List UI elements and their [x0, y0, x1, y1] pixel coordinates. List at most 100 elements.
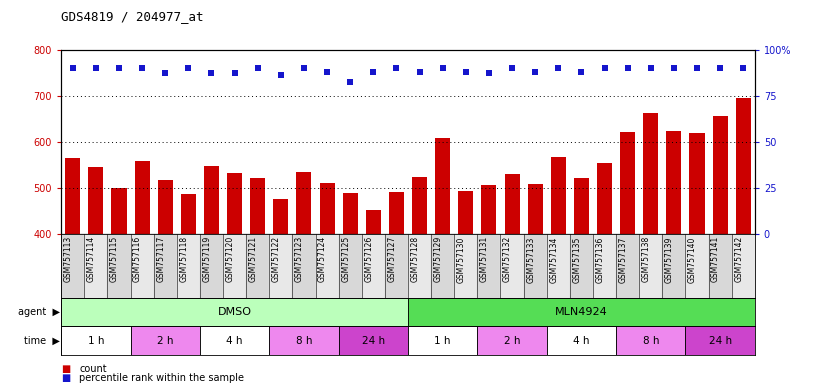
Text: ■: ■ [61, 364, 70, 374]
Text: GSM757131: GSM757131 [480, 236, 489, 282]
Bar [61, 298, 408, 326]
Bar [157, 180, 173, 234]
Bar [135, 161, 149, 234]
Bar [84, 234, 108, 298]
Text: GSM757129: GSM757129 [433, 236, 442, 282]
Bar [477, 326, 547, 355]
Point [737, 65, 750, 71]
Text: DMSO: DMSO [218, 307, 251, 317]
Bar [88, 167, 104, 234]
Text: GSM757138: GSM757138 [641, 236, 651, 282]
Point [158, 70, 171, 76]
Text: 2 h: 2 h [503, 336, 521, 346]
Bar [361, 234, 385, 298]
Text: ■: ■ [61, 373, 70, 383]
Point [228, 70, 242, 76]
Text: GSM757114: GSM757114 [86, 236, 96, 282]
Text: GSM757126: GSM757126 [364, 236, 373, 282]
Text: GSM757136: GSM757136 [596, 236, 605, 283]
Text: GSM757122: GSM757122 [272, 236, 281, 282]
Bar [616, 234, 639, 298]
Point [436, 65, 449, 71]
Text: 24 h: 24 h [708, 336, 732, 346]
Text: GSM757113: GSM757113 [64, 236, 73, 282]
Text: GSM757135: GSM757135 [572, 236, 582, 283]
Point [574, 69, 588, 75]
Point [321, 69, 334, 75]
Text: GSM757118: GSM757118 [180, 236, 188, 282]
Bar [181, 194, 196, 234]
Bar [639, 234, 663, 298]
Text: GSM757133: GSM757133 [526, 236, 535, 283]
Bar [435, 138, 450, 234]
Bar [65, 158, 80, 234]
Point [89, 65, 103, 71]
Text: GSM757123: GSM757123 [295, 236, 304, 282]
Bar [131, 326, 200, 355]
Text: GSM757125: GSM757125 [341, 236, 350, 282]
Text: GSM757120: GSM757120 [225, 236, 235, 282]
Point [505, 65, 519, 71]
Bar [366, 210, 381, 234]
Bar [389, 192, 404, 234]
Bar [112, 188, 126, 234]
Bar [131, 234, 153, 298]
Bar [551, 157, 565, 234]
Bar [504, 174, 520, 234]
Point [113, 65, 126, 71]
Text: GSM757128: GSM757128 [410, 236, 419, 282]
Bar [61, 326, 131, 355]
Bar [620, 132, 635, 234]
Point [390, 65, 403, 71]
Bar [153, 234, 177, 298]
Bar [408, 326, 477, 355]
Text: 1 h: 1 h [87, 336, 104, 346]
Text: 8 h: 8 h [295, 336, 313, 346]
Point [344, 79, 357, 85]
Bar [459, 191, 473, 234]
Bar [690, 133, 704, 234]
Point [459, 69, 472, 75]
Bar [61, 234, 84, 298]
Bar [408, 298, 755, 326]
Point [713, 65, 726, 71]
Text: 1 h: 1 h [434, 336, 451, 346]
Point [274, 72, 287, 78]
Text: percentile rank within the sample: percentile rank within the sample [79, 373, 244, 383]
Text: 4 h: 4 h [226, 336, 243, 346]
Bar [269, 234, 292, 298]
Bar [574, 178, 589, 234]
Bar [528, 184, 543, 234]
Bar [712, 116, 728, 234]
Bar [251, 179, 265, 234]
Bar [708, 234, 732, 298]
Point [413, 69, 426, 75]
Bar [593, 234, 616, 298]
Point [690, 65, 703, 71]
Text: GDS4819 / 204977_at: GDS4819 / 204977_at [61, 10, 204, 23]
Text: GSM757140: GSM757140 [688, 236, 697, 283]
Bar [500, 234, 524, 298]
Bar [343, 193, 357, 234]
Bar [296, 172, 312, 234]
Text: GSM757130: GSM757130 [457, 236, 466, 283]
Point [644, 65, 657, 71]
Point [251, 65, 264, 71]
Bar [200, 234, 223, 298]
Point [366, 69, 379, 75]
Text: agent  ▶: agent ▶ [18, 307, 60, 317]
Text: GSM757119: GSM757119 [202, 236, 211, 282]
Point [552, 65, 565, 71]
Bar [412, 177, 427, 234]
Text: GSM757141: GSM757141 [711, 236, 720, 282]
Bar [292, 234, 316, 298]
Bar [227, 174, 242, 234]
Text: 24 h: 24 h [361, 336, 385, 346]
Bar [316, 234, 339, 298]
Point [182, 65, 195, 71]
Bar [616, 326, 685, 355]
Bar [320, 183, 335, 234]
Bar [477, 234, 500, 298]
Bar [246, 234, 269, 298]
Bar [177, 234, 200, 298]
